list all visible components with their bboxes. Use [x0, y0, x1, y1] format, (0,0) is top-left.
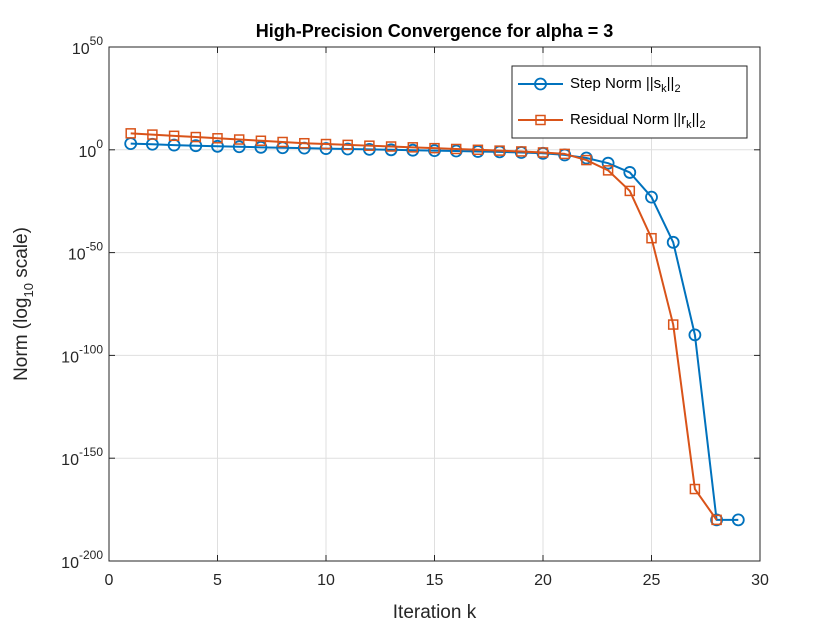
data-point	[341, 142, 355, 156]
data-point	[472, 144, 484, 156]
data-point	[537, 147, 549, 158]
data-point	[407, 142, 419, 153]
data-point	[212, 133, 223, 144]
data-point	[211, 139, 224, 153]
data-point	[277, 136, 288, 148]
legend-sample-residual-norm	[518, 114, 563, 126]
data-point	[494, 145, 505, 156]
legend-entry-residual-norm: Residual Norm ||rk||2	[570, 111, 706, 131]
series-line	[130, 132, 718, 521]
data-point	[559, 148, 570, 160]
data-point	[623, 166, 637, 179]
chart-title: High-Precision Convergence for alpha = 3	[256, 21, 614, 41]
data-point	[667, 319, 679, 330]
data-point	[406, 143, 420, 157]
legend-entry-step-norm: Step Norm ||sk||2	[570, 75, 681, 95]
data-point	[429, 142, 440, 154]
data-point	[190, 131, 202, 143]
x-tick-label: 20	[534, 572, 552, 589]
y-tick-label: 10-200	[61, 548, 103, 572]
data-point	[232, 140, 246, 154]
data-point	[147, 129, 158, 140]
x-axis-label: Iteration k	[393, 602, 477, 623]
legend: Step Norm ||sk||2 Residual Norm ||rk||2	[511, 65, 748, 139]
y-tick-label: 100	[79, 137, 104, 161]
x-tick-label: 5	[213, 572, 222, 589]
legend-step-sub1: k	[661, 83, 667, 95]
data-point	[342, 139, 353, 151]
legend-step-pre: Step Norm ||s	[570, 75, 661, 92]
legend-step-mid: ||	[667, 75, 675, 92]
data-point	[449, 144, 463, 158]
data-point	[168, 130, 180, 142]
legend-residual-sub1: k	[686, 119, 692, 131]
data-point	[385, 141, 397, 152]
data-point	[362, 142, 376, 156]
data-point	[624, 185, 636, 197]
data-point	[233, 134, 245, 145]
data-point	[602, 165, 614, 176]
y-tick-label: 10-150	[61, 445, 103, 469]
series-residual-norm	[125, 128, 722, 526]
data-point	[516, 146, 527, 157]
data-point	[666, 235, 680, 249]
y-tick-label: 10-100	[61, 342, 103, 366]
data-point	[646, 232, 657, 244]
series-layer	[124, 128, 745, 527]
legend-residual-sub2: 2	[699, 119, 705, 131]
data-point	[450, 143, 462, 155]
data-point	[320, 138, 332, 150]
y-axis-label-suffix: scale)	[11, 227, 32, 283]
series-step-norm	[124, 137, 745, 527]
data-point	[581, 154, 592, 166]
data-point	[255, 135, 267, 147]
y-tick-label: 1050	[72, 34, 103, 58]
data-point	[689, 483, 701, 495]
y-axis-label: Norm (log10 scale)	[11, 227, 36, 381]
y-tick-label: 10-50	[68, 240, 103, 264]
data-point	[601, 156, 615, 170]
legend-sample-step-norm	[518, 77, 563, 91]
legend-marker	[534, 77, 547, 91]
x-tick-label: 15	[426, 572, 444, 589]
legend-marker	[535, 114, 546, 126]
x-tick-label: 0	[105, 572, 114, 589]
data-point	[125, 128, 136, 139]
legend-box	[511, 65, 748, 139]
legend-residual-pre: Residual Norm ||r	[570, 111, 686, 128]
data-point	[428, 144, 441, 158]
legend-step-sub2: 2	[674, 83, 680, 95]
data-point	[299, 137, 310, 149]
series-line	[130, 142, 739, 521]
data-point	[254, 140, 268, 154]
data-point	[731, 513, 745, 527]
y-axis-label-prefix: Norm (log	[11, 298, 32, 381]
data-point	[710, 513, 723, 527]
x-tick-label: 25	[643, 572, 661, 589]
data-point	[688, 328, 702, 342]
data-point	[645, 190, 658, 204]
y-axis-label-subscript: 10	[21, 283, 36, 297]
data-point	[384, 143, 398, 157]
ticks: 0 5 10 15 20 25 30 1050 100 10-50 10-100 10-150 10-2…	[61, 34, 769, 589]
legend-residual-mid: ||	[692, 111, 700, 128]
x-tick-label: 10	[317, 572, 335, 589]
x-tick-label: 30	[751, 572, 769, 589]
data-point	[711, 514, 722, 526]
data-point	[189, 139, 203, 153]
data-point	[364, 140, 375, 151]
